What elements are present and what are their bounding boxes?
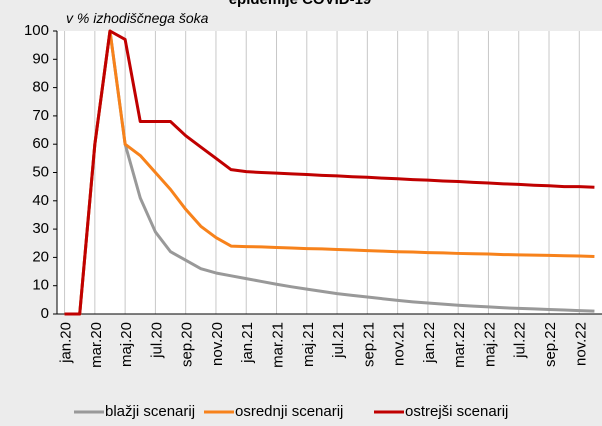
y-tick-label: 40 xyxy=(32,192,49,209)
x-tick-label: nov.21 xyxy=(391,322,408,366)
x-tick-label: jan.22 xyxy=(421,322,438,364)
y-tick-label: 70 xyxy=(32,107,49,124)
x-tick-label: jan.20 xyxy=(58,322,75,364)
y-tick-label: 20 xyxy=(32,248,49,265)
series-line xyxy=(64,29,595,316)
x-tick-label: jul.21 xyxy=(330,322,347,359)
legend-label: ostrejši scenarij xyxy=(405,403,508,420)
plot-area xyxy=(57,31,602,314)
subtitle: v % izhodiščnega šoka xyxy=(66,10,209,26)
x-tick-label: maj.20 xyxy=(118,322,135,367)
y-tick-label: 100 xyxy=(24,22,49,39)
x-tick-label: jul.20 xyxy=(148,322,165,359)
x-tick-label: jan.21 xyxy=(239,322,256,364)
x-tick-label: sep.20 xyxy=(179,322,196,367)
x-tick-label: nov.20 xyxy=(209,322,226,366)
x-tick-label: maj.21 xyxy=(300,322,317,367)
x-tick-label: mar.21 xyxy=(269,322,286,368)
y-tick-label: 50 xyxy=(32,163,49,180)
x-tick-label: maj.22 xyxy=(481,322,498,367)
legend-label: osrednji scenarij xyxy=(235,403,343,420)
x-tick-label: sep.21 xyxy=(360,322,377,367)
y-tick-label: 10 xyxy=(32,277,49,294)
y-tick-label: 0 xyxy=(41,305,49,322)
y-tick-label: 90 xyxy=(32,50,49,67)
x-tick-label: nov.22 xyxy=(572,322,589,366)
series-line xyxy=(64,29,595,316)
x-tick-label: jul.22 xyxy=(512,322,529,359)
chart-title: epidemije COVID-19 xyxy=(229,0,372,8)
x-tick-label: mar.22 xyxy=(451,322,468,368)
x-tick-label: sep.22 xyxy=(542,322,559,367)
x-tick-label: mar.20 xyxy=(88,322,105,368)
series-line xyxy=(64,29,595,316)
y-tick-label: 30 xyxy=(32,220,49,237)
y-tick-label: 60 xyxy=(32,135,49,152)
legend-label: blažji scenarij xyxy=(105,403,195,420)
y-tick-label: 80 xyxy=(32,79,49,96)
